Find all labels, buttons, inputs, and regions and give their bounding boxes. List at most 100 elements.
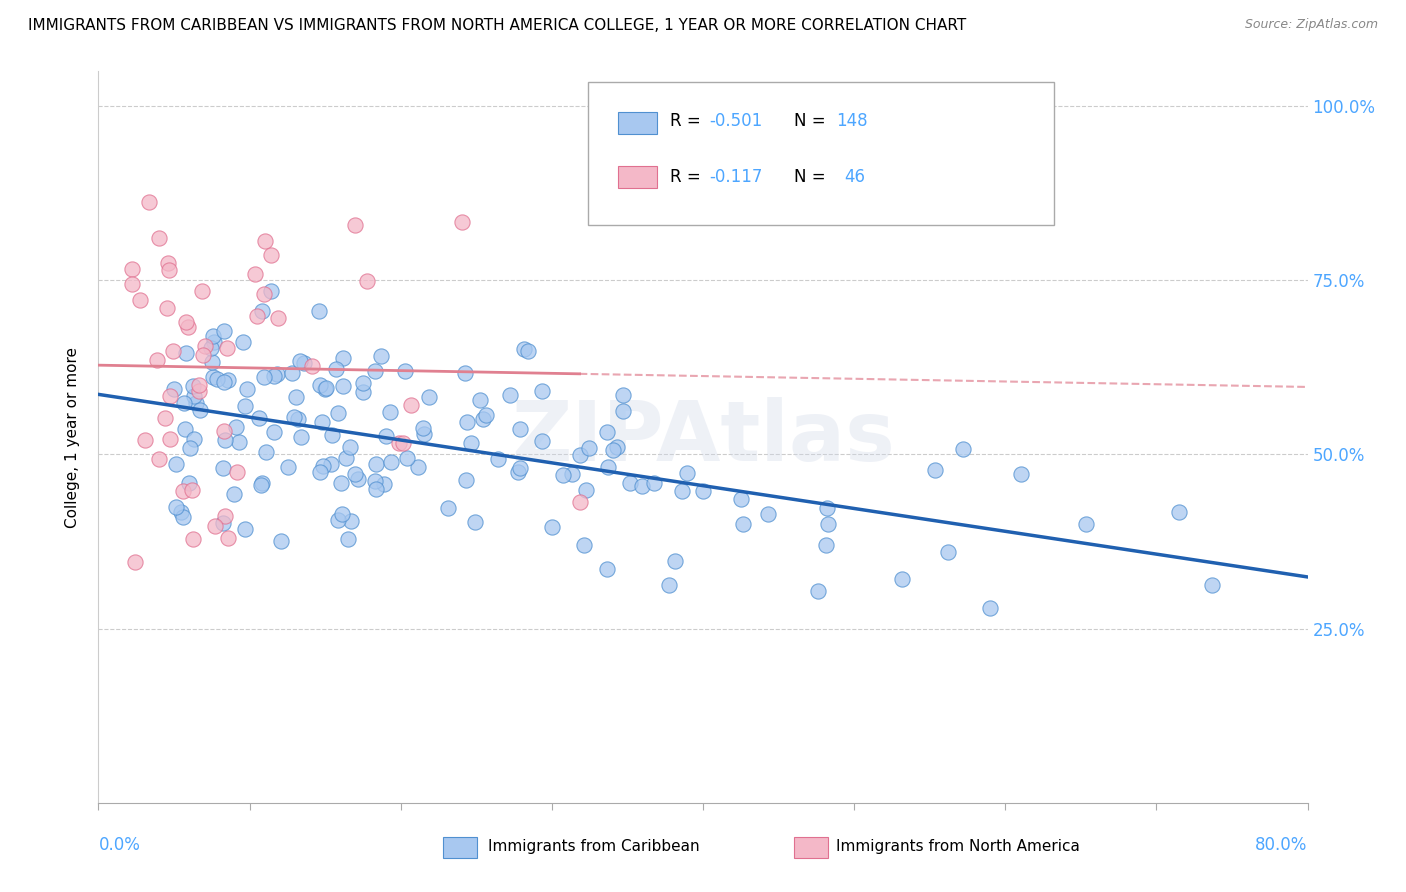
Point — [394, 363, 416, 377]
Point — [283, 409, 305, 424]
Point — [561, 467, 583, 481]
Text: -0.117: -0.117 — [709, 168, 762, 186]
Point — [204, 518, 226, 533]
Point — [952, 442, 974, 457]
Point — [165, 500, 187, 515]
Point — [201, 355, 224, 369]
Point — [319, 457, 342, 471]
Point — [165, 457, 187, 471]
Point — [475, 409, 498, 423]
Point — [1074, 516, 1097, 531]
Point — [314, 382, 336, 396]
Point — [596, 562, 619, 576]
Point — [578, 441, 600, 455]
Point — [643, 475, 665, 490]
Point — [294, 356, 316, 370]
Point — [177, 319, 200, 334]
Point — [312, 458, 335, 473]
Point — [250, 303, 273, 318]
Point — [596, 425, 619, 439]
Point — [733, 517, 755, 532]
Point — [454, 366, 477, 380]
Point — [176, 346, 198, 360]
Point — [370, 349, 392, 363]
Point — [460, 436, 482, 450]
Point — [540, 520, 562, 534]
Point — [260, 248, 283, 262]
Point — [281, 366, 304, 380]
Point — [245, 267, 267, 281]
Point — [664, 554, 686, 568]
Point — [217, 531, 239, 545]
Point — [364, 363, 387, 377]
Point — [260, 284, 283, 298]
Point — [517, 343, 540, 358]
Point — [217, 373, 239, 387]
Point — [671, 483, 693, 498]
Point — [207, 371, 229, 385]
Point — [252, 286, 274, 301]
Point — [468, 393, 491, 408]
Point — [1010, 467, 1032, 481]
Point — [332, 351, 354, 366]
Point — [253, 234, 276, 248]
Point — [174, 315, 197, 329]
Point — [308, 377, 330, 392]
Point — [153, 410, 176, 425]
Point — [375, 429, 398, 443]
Point — [172, 509, 194, 524]
Point — [924, 463, 946, 477]
Point — [339, 514, 361, 528]
Text: 148: 148 — [837, 112, 868, 130]
Point — [531, 434, 554, 449]
Point — [263, 369, 285, 384]
Point — [891, 572, 914, 586]
Point — [335, 451, 357, 466]
Point — [250, 475, 273, 490]
Point — [509, 461, 531, 475]
Point — [408, 460, 430, 475]
Text: Immigrants from North America: Immigrants from North America — [837, 839, 1080, 855]
Point — [364, 474, 387, 488]
Point — [287, 412, 309, 426]
Point — [266, 368, 288, 382]
Point — [157, 256, 180, 270]
Point — [157, 262, 180, 277]
Point — [596, 459, 619, 474]
Point — [212, 461, 235, 475]
Point — [308, 304, 330, 318]
Point — [756, 508, 779, 522]
Text: Immigrants from Caribbean: Immigrants from Caribbean — [488, 839, 699, 855]
Point — [174, 422, 197, 436]
Point — [330, 475, 353, 490]
Y-axis label: College, 1 year or more: College, 1 year or more — [65, 347, 80, 527]
Text: 80.0%: 80.0% — [1256, 836, 1308, 854]
Text: ZIPAtlas: ZIPAtlas — [510, 397, 896, 477]
Point — [412, 427, 434, 442]
Point — [212, 375, 235, 389]
FancyBboxPatch shape — [619, 167, 657, 188]
Point — [180, 483, 202, 497]
Point — [148, 230, 170, 244]
Point — [124, 555, 146, 569]
Point — [815, 501, 838, 516]
Point — [236, 382, 259, 396]
Point — [366, 482, 388, 496]
Point — [214, 324, 236, 338]
FancyBboxPatch shape — [588, 82, 1053, 225]
Point — [246, 309, 269, 323]
Point — [191, 348, 214, 362]
Point — [233, 522, 256, 536]
Point — [330, 507, 353, 521]
Point — [1168, 505, 1191, 519]
Point — [250, 478, 273, 492]
Point — [172, 483, 194, 498]
Point — [225, 419, 247, 434]
Point — [247, 411, 270, 425]
Point — [121, 261, 143, 276]
Point — [472, 412, 495, 426]
Point — [486, 451, 509, 466]
Point — [191, 284, 214, 298]
Point — [326, 513, 349, 527]
Point — [551, 467, 574, 482]
